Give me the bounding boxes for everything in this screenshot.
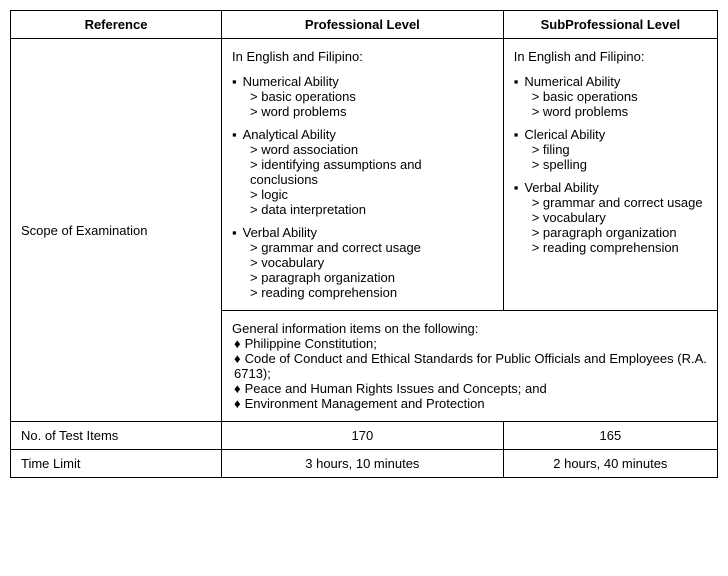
prof-subitem: word problems bbox=[250, 104, 493, 119]
general-info-intro: General information items on the followi… bbox=[232, 321, 707, 336]
header-subprofessional: SubProfessional Level bbox=[503, 11, 717, 39]
general-info-cell: General information items on the followi… bbox=[222, 311, 718, 422]
scope-row: Scope of Examination In English and Fili… bbox=[11, 39, 718, 311]
prof-topic-title: Numerical Ability bbox=[232, 74, 493, 89]
sub-topic-title: Clerical Ability bbox=[514, 127, 707, 142]
prof-subitem: paragraph organization bbox=[250, 270, 493, 285]
scope-subprofessional: In English and Filipino: Numerical Abilit… bbox=[503, 39, 717, 311]
time-limit-sub: 2 hours, 40 minutes bbox=[503, 450, 717, 478]
sub-subitem: reading comprehension bbox=[532, 240, 707, 255]
prof-intro: In English and Filipino: bbox=[232, 49, 493, 64]
time-limit-row: Time Limit 3 hours, 10 minutes 2 hours, … bbox=[11, 450, 718, 478]
test-items-row: No. of Test Items 170 165 bbox=[11, 422, 718, 450]
prof-subitem: reading comprehension bbox=[250, 285, 493, 300]
header-reference: Reference bbox=[11, 11, 222, 39]
sub-topic-title: Verbal Ability bbox=[514, 180, 707, 195]
sub-intro: In English and Filipino: bbox=[514, 49, 707, 64]
test-items-label: No. of Test Items bbox=[11, 422, 222, 450]
test-items-prof: 170 bbox=[222, 422, 504, 450]
test-items-sub: 165 bbox=[503, 422, 717, 450]
sub-subitem: spelling bbox=[532, 157, 707, 172]
sub-topic: Clerical Abilityfilingspelling bbox=[514, 127, 707, 172]
header-row: Reference Professional Level SubProfessi… bbox=[11, 11, 718, 39]
scope-label: Scope of Examination bbox=[11, 39, 222, 422]
sub-subitem: basic operations bbox=[532, 89, 707, 104]
sub-topic-title: Numerical Ability bbox=[514, 74, 707, 89]
prof-subitem: grammar and correct usage bbox=[250, 240, 493, 255]
prof-subitem: data interpretation bbox=[250, 202, 493, 217]
sub-subitem: grammar and correct usage bbox=[532, 195, 707, 210]
scope-professional: In English and Filipino: Numerical Abilit… bbox=[222, 39, 504, 311]
prof-subitem: word association bbox=[250, 142, 493, 157]
time-limit-prof: 3 hours, 10 minutes bbox=[222, 450, 504, 478]
sub-subitem: filing bbox=[532, 142, 707, 157]
prof-topic: Analytical Abilityword associationidenti… bbox=[232, 127, 493, 217]
time-limit-label: Time Limit bbox=[11, 450, 222, 478]
header-professional: Professional Level bbox=[222, 11, 504, 39]
prof-topic: Numerical Abilitybasic operationsword pr… bbox=[232, 74, 493, 119]
prof-subitem: identifying assumptions and conclusions bbox=[250, 157, 493, 187]
prof-subitem: vocabulary bbox=[250, 255, 493, 270]
prof-topic: Verbal Abilitygrammar and correct usagev… bbox=[232, 225, 493, 300]
sub-topic: Numerical Abilitybasic operationsword pr… bbox=[514, 74, 707, 119]
prof-subitem: basic operations bbox=[250, 89, 493, 104]
sub-topic: Verbal Abilitygrammar and correct usagev… bbox=[514, 180, 707, 255]
general-info-item: Environment Management and Protection bbox=[234, 396, 707, 411]
prof-topic-title: Verbal Ability bbox=[232, 225, 493, 240]
sub-subitem: vocabulary bbox=[532, 210, 707, 225]
sub-subitem: word problems bbox=[532, 104, 707, 119]
prof-topic-title: Analytical Ability bbox=[232, 127, 493, 142]
general-info-item: Peace and Human Rights Issues and Concep… bbox=[234, 381, 707, 396]
exam-scope-table: Reference Professional Level SubProfessi… bbox=[10, 10, 718, 478]
general-info-item: Code of Conduct and Ethical Standards fo… bbox=[234, 351, 707, 381]
sub-subitem: paragraph organization bbox=[532, 225, 707, 240]
general-info-item: Philippine Constitution; bbox=[234, 336, 707, 351]
prof-subitem: logic bbox=[250, 187, 493, 202]
